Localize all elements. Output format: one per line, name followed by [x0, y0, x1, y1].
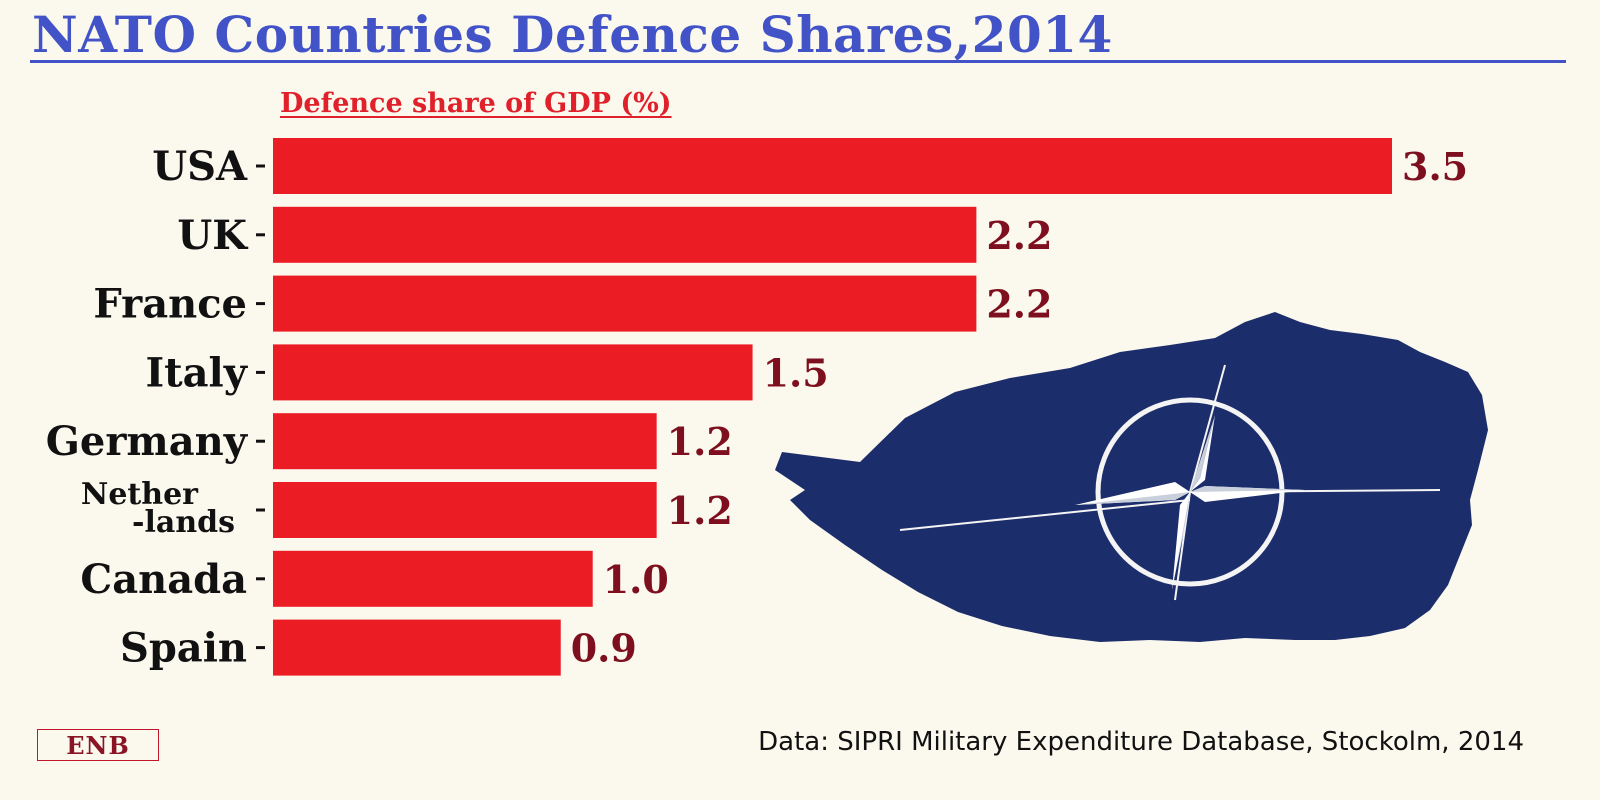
value-label: 2.2 [986, 282, 1052, 327]
value-label: 0.9 [571, 626, 637, 671]
chart-subtitle: Defence share of GDP (%) [280, 88, 672, 119]
value-label: 1.5 [763, 350, 829, 395]
value-label: 1.0 [603, 557, 669, 602]
bar-spain [273, 619, 561, 676]
value-label: 2.2 [986, 213, 1052, 258]
category-label: USA [152, 143, 248, 190]
bar-france [273, 275, 977, 332]
bars-group: USA 3.5 UK 2.2 France 2.2 Italy 1.5 Germany 1.2 Ne… [46, 138, 1468, 676]
bar-canada [273, 550, 593, 607]
bar-nether-lands [273, 482, 657, 538]
nato-compass-star-icon [775, 312, 1488, 642]
enb-logo: ENB [37, 729, 159, 761]
value-label: 1.2 [667, 488, 733, 533]
category-label: Italy [145, 349, 248, 396]
category-label: Canada [80, 556, 247, 603]
category-label: UK [177, 212, 248, 259]
category-label: France [93, 281, 247, 328]
bar-usa [273, 138, 1392, 194]
category-label: Nether -lands [81, 477, 235, 540]
category-label: Spain [120, 625, 247, 672]
data-source-note: Data: SIPRI Military Expenditure Databas… [758, 727, 1524, 757]
chart-title: NATO Countries Defence Shares,2014 [32, 5, 1113, 64]
value-label: 1.2 [667, 419, 733, 464]
title-underline [30, 60, 1566, 63]
nato-flag-splash [775, 312, 1488, 642]
category-label: Germany [46, 418, 249, 465]
bar-uk [273, 206, 977, 263]
bar-italy [273, 344, 753, 401]
value-label: 3.5 [1402, 144, 1468, 189]
bar-germany [273, 413, 657, 470]
